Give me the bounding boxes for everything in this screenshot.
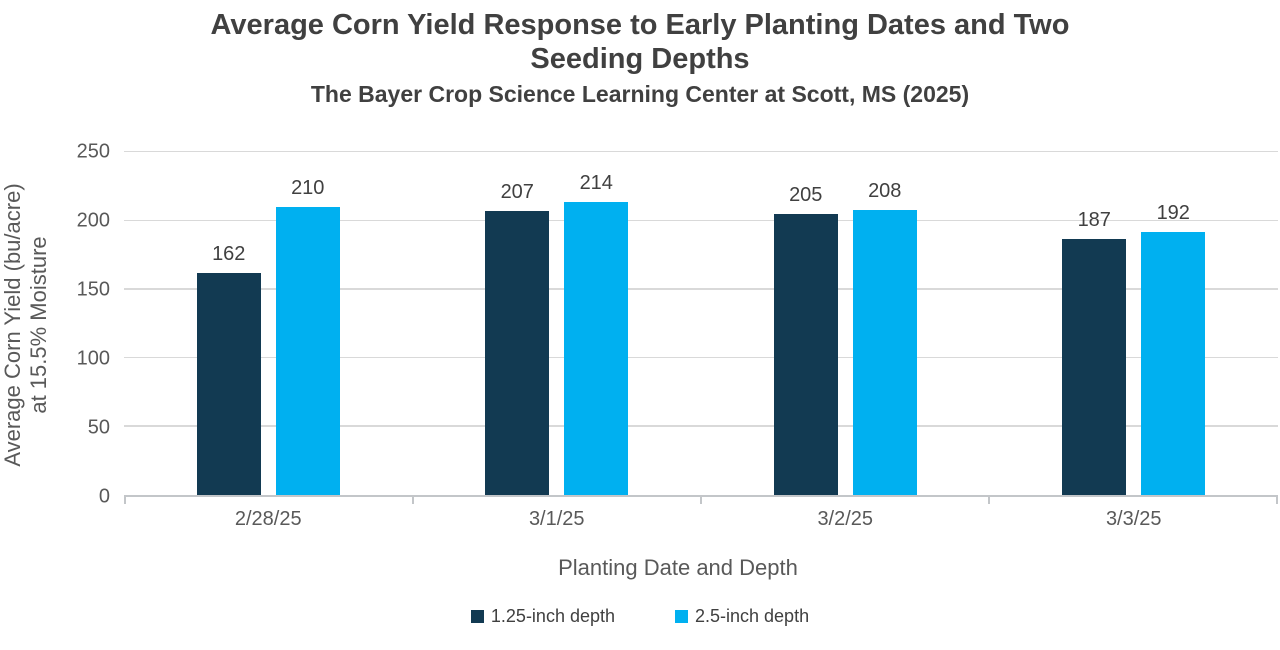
x-tick-label: 3/3/25 — [1105, 508, 1162, 531]
legend-swatch — [675, 610, 688, 624]
legend-label: 2.5-inch depth — [695, 606, 810, 627]
y-tick-label: 250 — [76, 140, 110, 163]
x-tick-label: 2/28/25 — [234, 508, 302, 531]
corn-yield-chart: Average Corn Yield Response to Early Pla… — [0, 8, 1280, 627]
x-axis-title-row: Planting Date and Depth — [0, 555, 1280, 581]
y-tick-label: 100 — [76, 347, 110, 370]
gridline — [124, 150, 1278, 153]
y-tick-label: 0 — [98, 485, 110, 508]
x-axis-tick — [700, 497, 988, 505]
legend-label: 1.25-inch depth — [490, 606, 615, 627]
x-axis-title-spacer — [0, 555, 76, 581]
y-tick-label: 200 — [76, 209, 110, 232]
bar-group: 187 192 — [990, 152, 1279, 496]
x-axis-tick — [988, 497, 1276, 505]
y-tick-label: 50 — [87, 416, 110, 439]
legend-swatch — [470, 610, 484, 624]
bar-value-label: 214 — [579, 171, 613, 194]
bar: 187 — [1062, 209, 1127, 496]
x-axis-title: Planting Date and Depth — [558, 555, 798, 581]
chart-title-line1: Average Corn Yield Response to Early Pla… — [210, 9, 1070, 41]
gridline — [124, 356, 1278, 359]
bar-value-label: 207 — [500, 181, 534, 204]
chart-body: Average Corn Yield (bu/acre) at 15.5% Mo… — [0, 141, 1280, 508]
y-axis-tick-labels: 0 50 100 150 200 250 — [52, 141, 124, 508]
x-axis-line — [124, 497, 1278, 505]
legend-item: 2.5-inch depth — [675, 606, 809, 627]
chart-title-line2: Seeding Depths — [530, 43, 750, 76]
legend-item: 1.25-inch depth — [470, 606, 615, 627]
bar-group: 205 208 — [701, 152, 990, 496]
gridline — [124, 425, 1278, 427]
bar-value-label: 205 — [789, 184, 823, 207]
bar: 192 — [1141, 202, 1206, 496]
x-axis-tick-labels: 2/28/25 3/1/25 3/2/25 3/3/25 — [124, 508, 1278, 531]
bar-groups: 162 210 207 214 205 208 187 192 — [124, 152, 1279, 496]
x-axis-tick — [412, 497, 700, 505]
y-axis-title: Average Corn Yield (bu/acre) at 15.5% Mo… — [0, 152, 52, 497]
y-axis-title-text: Average Corn Yield (bu/acre) at 15.5% Mo… — [0, 183, 51, 467]
bar-value-label: 208 — [868, 180, 902, 203]
bar-value-label: 192 — [1156, 202, 1190, 225]
chart-subtitle: The Bayer Crop Science Learning Center a… — [310, 81, 970, 108]
bar: 208 — [852, 180, 917, 496]
bar-value-label: 187 — [1077, 208, 1111, 231]
bar: 205 — [773, 184, 838, 496]
bar-value-label: 210 — [291, 177, 325, 200]
bar: 214 — [564, 172, 629, 496]
x-tick-label: 3/1/25 — [528, 508, 585, 531]
bar-value-label: 162 — [212, 243, 246, 266]
legend: 1.25-inch depth 2.5-inch depth — [0, 606, 1280, 627]
bar-group: 207 214 — [413, 152, 702, 496]
bar: 162 — [196, 243, 261, 496]
y-tick-label: 150 — [76, 278, 110, 301]
gridline — [124, 288, 1278, 290]
gridline — [124, 219, 1278, 222]
bar: 210 — [275, 177, 340, 496]
chart-title: Average Corn Yield Response to Early Pla… — [0, 8, 1280, 76]
plot-area: 162 210 207 214 205 208 187 192 — [124, 150, 1279, 498]
bar-group: 162 210 — [124, 152, 413, 496]
x-tick-label: 3/2/25 — [817, 508, 874, 531]
bar: 207 — [485, 181, 550, 496]
x-axis-tick — [124, 497, 412, 505]
